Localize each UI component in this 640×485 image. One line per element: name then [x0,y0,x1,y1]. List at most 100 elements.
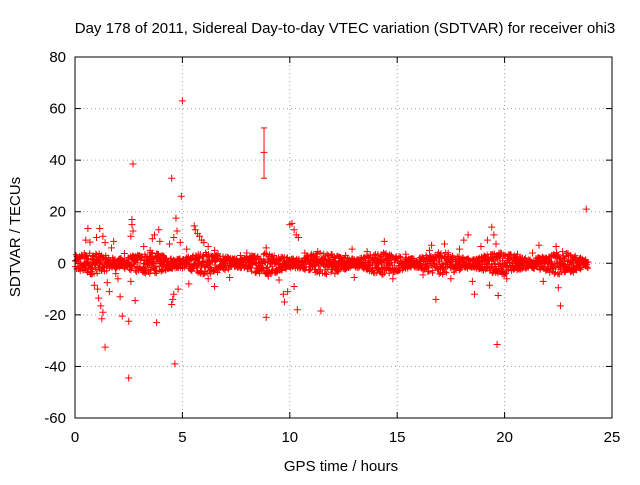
data-point [380,237,388,245]
data-point [350,273,358,281]
data-point [148,235,156,243]
data-point [559,248,567,256]
data-point [496,249,504,257]
data-point [486,281,494,289]
x-tick-label: 20 [496,429,513,446]
data-point [464,231,472,239]
data-point [88,270,96,278]
data-point [492,240,500,248]
data-point [556,302,564,310]
x-tick-label: 25 [604,429,621,446]
data-point [460,236,468,244]
data-point [127,277,135,285]
y-tick-label: -20 [44,307,66,324]
chart-title: Day 178 of 2011, Sidereal Day-to-day VTE… [75,20,616,37]
data-point [419,271,427,279]
data-point [204,243,212,251]
data-point [243,249,251,257]
data-point [90,281,98,289]
data-point [262,244,270,252]
data-point [307,250,315,258]
y-tick-label: 80 [49,49,66,66]
data-point [108,244,116,252]
data-point [99,232,107,240]
data-point [535,241,543,249]
data-point [177,192,185,200]
data-point [92,234,100,241]
data-point [169,295,177,303]
data-point [178,97,186,105]
y-tick-label: 20 [49,204,66,221]
data-point [428,241,436,249]
data-point [128,215,136,223]
x-tick-label: 15 [389,429,406,446]
data-point [131,297,139,305]
data-point [432,295,440,303]
data-point [342,252,350,260]
data-point [105,288,113,296]
data-point [200,239,208,247]
data-point [185,280,193,288]
data-point [129,160,137,168]
data-point [279,290,287,298]
data-point [97,302,105,310]
data-point [389,275,397,283]
data-point [236,252,244,260]
data-point [552,243,560,251]
data-point [471,290,479,298]
axis-ticks: 0 5 10 15 20 25 -60 -40 -20 0 20 40 60 80 [44,49,620,446]
outlier-points [82,97,590,382]
data-point [204,275,212,283]
data-point [211,282,219,290]
data-point [363,248,371,256]
data-point [82,236,90,244]
data-point [569,268,577,276]
data-point [529,249,537,257]
data-point [440,240,448,248]
data-point [112,270,120,278]
data-point [455,245,463,253]
data-point [196,232,204,240]
data-point [95,294,103,302]
data-point [294,234,302,241]
y-tick-label: -40 [44,358,66,375]
data-point [170,290,178,298]
data-point [140,243,148,251]
data-point [98,315,106,323]
data-point [402,250,410,258]
data-point [275,276,283,284]
data-point [146,246,154,254]
data-point [99,308,107,316]
data-point [483,236,491,244]
data-point [161,266,169,274]
data-point [116,293,124,301]
data-point [284,288,292,296]
data-point [125,317,133,325]
data-point [120,249,128,257]
data-point [468,277,476,285]
data-point [317,307,325,315]
data-point [425,246,433,254]
data-point [103,279,111,287]
data-point [168,301,176,309]
data-point [348,245,356,253]
data-point [262,313,270,321]
x-tick-label: 0 [71,429,79,446]
data-point [190,222,198,230]
data-point [314,248,322,256]
data-point [86,238,94,246]
plot-frame [74,56,613,419]
data-point [264,272,272,280]
data-point [166,240,174,248]
data-point [150,231,158,239]
data-point [546,268,554,276]
data-point [503,275,511,283]
data-point [176,239,184,247]
data-point [170,234,178,241]
data-point [172,214,180,222]
data-point [101,343,109,351]
data-point [191,226,199,234]
